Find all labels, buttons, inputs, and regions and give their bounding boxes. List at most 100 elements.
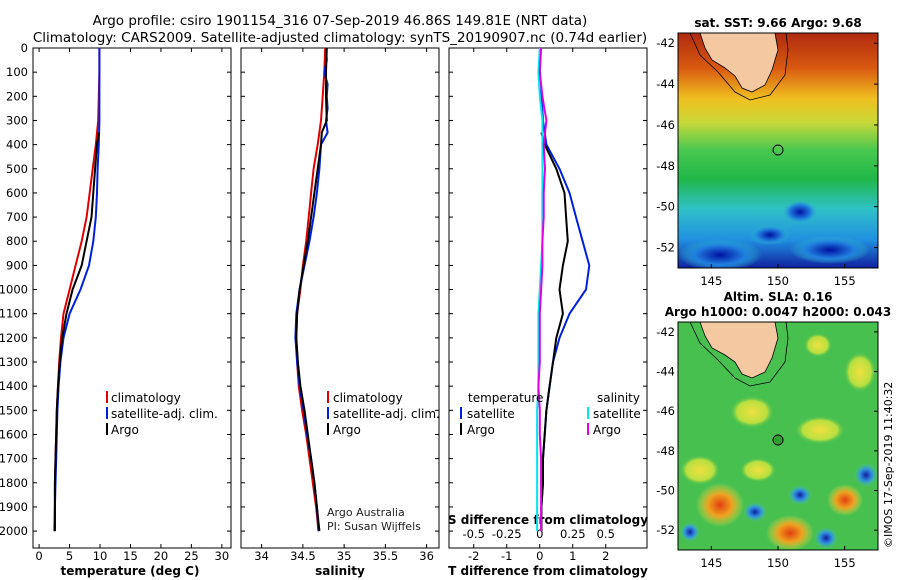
credit-line2: PI: Susan Wijffels <box>327 520 421 533</box>
depth-tick-label: 600 <box>6 186 28 200</box>
temperature-x-tick-label: 5 <box>66 549 73 563</box>
sla-high-patch <box>844 352 876 392</box>
sla-lat-tick-label: -48 <box>656 444 675 458</box>
depth-tick-label: 1600 <box>0 427 28 441</box>
sst-lon-tick-label: 145 <box>700 274 722 288</box>
depth-tick-label: 1100 <box>0 307 28 321</box>
temperature-x-ticks: 0 5 10 15 20 25 30 <box>35 48 229 563</box>
depth-tick-label: 300 <box>6 113 28 127</box>
sst-map-ticks: 145 150 155 -42 -44 -46 -48 -50 -52 <box>656 36 878 288</box>
depth-tick-label: 2000 <box>0 524 28 538</box>
difference-series-salinity-argo <box>537 47 548 532</box>
sla-lat-tick-label: -52 <box>656 523 675 537</box>
depth-tick-label: 400 <box>6 138 28 152</box>
temperature-legend: climatology satellite-adj. clim. Argo <box>106 391 218 437</box>
sst-map-title: sat. SST: 9.66 Argo: 9.68 <box>694 16 861 30</box>
sla-map-ticks: 145 150 155 -42 -44 -46 -48 -50 -52 <box>656 325 878 570</box>
sst-lat-tick-label: -52 <box>656 241 675 255</box>
temperature-series <box>53 48 101 532</box>
temperature-axis-label: temperature (deg C) <box>61 564 200 578</box>
s-difference-x-tick-label: 0 <box>536 527 543 541</box>
salinity-x-ticks: 34 34.5 35 35.5 36 <box>254 48 434 563</box>
legend-label-satellite: satellite-adj. clim. <box>111 407 218 421</box>
depth-tick-label: 1900 <box>0 500 28 514</box>
sla-high-patch <box>740 458 776 482</box>
legend-label-climatology: climatology <box>333 391 403 405</box>
salinity-x-tick-label: 36 <box>419 549 434 563</box>
depth-tick-label: 700 <box>6 210 28 224</box>
difference-legend: temperature satellite Argo salinity sate… <box>460 391 641 437</box>
shelf-contour <box>689 33 789 101</box>
sst-lat-tick-label: -46 <box>656 118 675 132</box>
figure-title-line2: Climatology: CARS2009. Satellite-adjuste… <box>33 30 647 46</box>
salinity-panel <box>240 47 440 549</box>
sla-low-patch <box>680 522 700 542</box>
depth-tick-label: 1200 <box>0 331 28 345</box>
difference-x-tick-label: -1 <box>501 549 512 563</box>
sla-lat-tick-label: -46 <box>656 404 675 418</box>
sla-high-patch <box>680 455 720 485</box>
s-difference-axis-label: S difference from climatology <box>448 513 648 527</box>
s-difference-x-tick-label: 0.5 <box>597 527 615 541</box>
sla-high-patch <box>795 416 845 444</box>
legend-label-climatology: climatology <box>111 391 181 405</box>
t-difference-axis-label: T difference from climatology <box>448 564 648 578</box>
legend-heading-salinity: salinity <box>597 391 640 405</box>
s-difference-x-tick-label: -0.5 <box>463 527 485 541</box>
temperature-x-tick-label: 25 <box>184 549 199 563</box>
difference-x-tick-label: -2 <box>468 549 479 563</box>
s-difference-x-tick-label: 0.25 <box>560 527 586 541</box>
sla-lat-tick-label: -50 <box>656 484 675 498</box>
tasmania-land <box>699 322 779 379</box>
argo-location-marker <box>772 434 784 446</box>
salinity-series <box>294 47 329 532</box>
sla-lat-tick-label: -44 <box>656 365 675 379</box>
legend-label-satellite: satellite-adj. clim. <box>333 407 440 421</box>
legend-label-argo: Argo <box>111 423 139 437</box>
salinity-x-tick-label: 34 <box>254 549 269 563</box>
legend-label-sal-argo: Argo <box>593 423 621 437</box>
legend-label-sal-satellite: satellite <box>593 407 641 421</box>
salinity-x-tick-label: 35 <box>337 549 352 563</box>
depth-tick-label: 1400 <box>0 379 28 393</box>
sla-high-patch <box>730 396 774 428</box>
imos-timestamp: ©IMOS 17-Sep-2019 11:40:32 <box>882 382 895 548</box>
salinity-x-tick-label: 34.5 <box>290 549 316 563</box>
sst-cold-patch <box>782 200 818 224</box>
sst-lat-tick-label: -50 <box>656 200 675 214</box>
depth-tick-label: 500 <box>6 162 28 176</box>
difference-x-tick-label: 0 <box>536 549 543 563</box>
salinity-series-argo <box>295 47 328 532</box>
sla-lon-tick-label: 145 <box>700 556 722 570</box>
difference-x-tick-label: 1 <box>569 549 576 563</box>
difference-series-temperature-argo <box>540 132 569 532</box>
sla-high-patch <box>804 333 832 357</box>
sla-low-patch <box>788 485 812 505</box>
temperature-x-tick-label: 10 <box>93 549 108 563</box>
shelf-contour <box>689 322 789 387</box>
sst-map <box>678 33 878 268</box>
sla-map-title: Altim. SLA: 0.16 <box>724 290 833 304</box>
t-difference-x-ticks: -2 -1 0 1 2 <box>468 48 609 563</box>
sla-lon-tick-label: 150 <box>767 556 789 570</box>
sst-lat-tick-label: -42 <box>656 36 675 50</box>
s-difference-x-tick-label: -0.25 <box>492 527 522 541</box>
sst-cold-patch <box>750 225 790 245</box>
depth-tick-label: 100 <box>6 65 28 79</box>
legend-label-temp-argo: Argo <box>467 423 495 437</box>
temperature-series-argo <box>53 132 100 532</box>
legend-label-argo: Argo <box>333 423 361 437</box>
depth-tick-label: 200 <box>6 89 28 103</box>
sla-low-patch <box>743 502 767 522</box>
temperature-x-tick-label: 15 <box>123 549 138 563</box>
difference-panel <box>448 47 648 549</box>
figure-title-line1: Argo profile: csiro 1901154_316 07-Sep-2… <box>93 13 588 29</box>
depth-tick-label: 1500 <box>0 403 28 417</box>
sla-lat-tick-label: -42 <box>656 325 675 339</box>
salinity-legend: climatology satellite-adj. clim. Argo <box>327 391 440 437</box>
depth-tick-label: 0 <box>21 41 28 55</box>
sla-max-patch <box>696 483 744 527</box>
depth-tick-label: 900 <box>6 258 28 272</box>
sst-lon-tick-label: 150 <box>767 274 789 288</box>
